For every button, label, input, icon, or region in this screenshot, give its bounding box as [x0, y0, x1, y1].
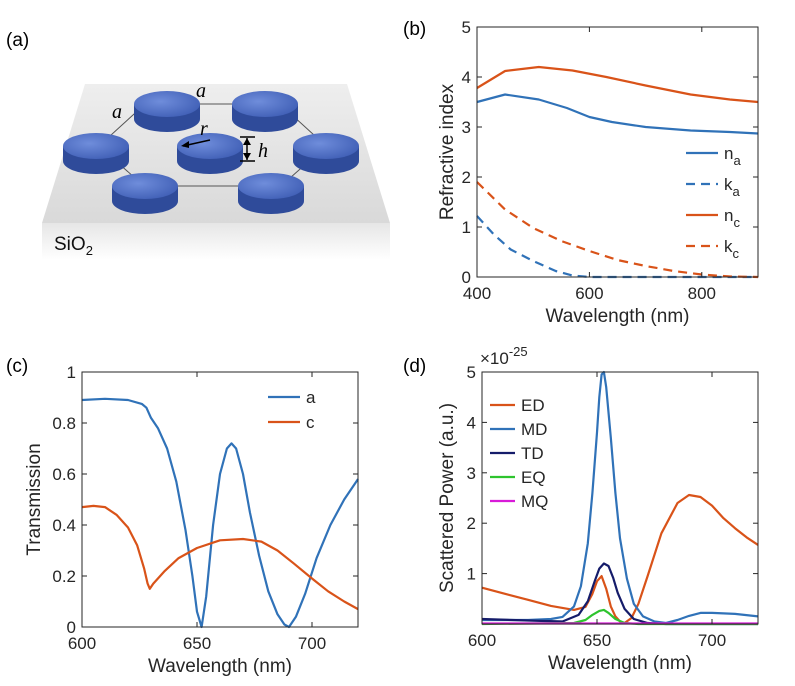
panel-label-d: (d) [403, 356, 426, 377]
chart-d-scattered-power: 600 650 700 1 2 3 4 5 Wavelength (nm) Scattered P… [437, 344, 759, 674]
y-tick-label: 3 [467, 464, 476, 483]
y-tick-label: 0 [462, 268, 471, 287]
series-line-c [81, 504, 359, 611]
series-line-TD [481, 562, 758, 626]
nanodisk [177, 133, 243, 174]
y-tick-label: 0.8 [52, 414, 76, 433]
y-tick-label: 4 [462, 68, 471, 87]
y-tick-label: 5 [462, 18, 471, 37]
plot-frame [481, 371, 759, 625]
y-tick-label: 0 [67, 618, 76, 637]
height-label: h [258, 140, 268, 162]
panel-label-c: (c) [6, 356, 28, 377]
substrate-side [42, 223, 390, 260]
nanodisk [134, 91, 200, 132]
legend-label-na: na [724, 144, 741, 168]
y-tick-label: 2 [462, 168, 471, 187]
height-arrow-up [243, 138, 251, 145]
y-axis-multiplier: ×10-25 [480, 344, 528, 368]
x-tick-label: 650 [183, 634, 211, 653]
y-tick-label: 2 [467, 514, 476, 533]
nanodisk [238, 173, 304, 214]
y-tick-label: 1 [467, 565, 476, 584]
x-tick-label: 600 [575, 284, 603, 303]
nanodisk [112, 173, 178, 214]
series-line-MD [482, 370, 759, 625]
x-tick-label: 600 [68, 634, 96, 653]
radius-label: r [200, 118, 208, 140]
series-line-ED [481, 493, 759, 625]
y-tick-label: 0.4 [52, 516, 76, 535]
plot-frame [81, 371, 359, 628]
nanodisks [63, 91, 359, 214]
series-line-a [81, 397, 359, 629]
height-arrow-down [243, 153, 251, 160]
x-axis-label: Wavelength (nm) [148, 656, 292, 677]
series-line-ka [476, 215, 758, 279]
y-tick-label: 1 [67, 363, 76, 382]
x-tick-label: 700 [298, 634, 326, 653]
y-tick-label: 5 [467, 363, 476, 382]
chart-c-transmission: 600 650 700 0 0.2 0.4 0.6 0.8 1 Wavelength (nm) Tr… [24, 363, 359, 677]
legend-label-c: c [306, 413, 315, 432]
x-axis-label: Wavelength (nm) [546, 306, 690, 327]
y-tick-label: 1 [462, 218, 471, 237]
legend-label-nc: nc [724, 206, 740, 230]
nanodisk [63, 133, 129, 174]
panel-label-b: (b) [403, 19, 426, 40]
chart-b-refractive-index: 400 600 800 0 1 2 3 4 5 Wavelength (nm) Refractive… [437, 18, 759, 327]
y-axis-label: Transmission [24, 443, 45, 555]
legend-label-a: a [306, 388, 316, 407]
y-tick-label: 0.6 [52, 465, 76, 484]
series-line-kc [476, 181, 759, 279]
lattice-label-top: a [196, 80, 206, 102]
nanodisk [232, 91, 298, 132]
x-tick-label: 800 [688, 284, 716, 303]
y-tick-label: 3 [462, 118, 471, 137]
x-tick-label: 650 [583, 631, 611, 650]
nanodisk [293, 133, 359, 174]
x-tick-label: 400 [463, 284, 491, 303]
substrate-label: SiO2 [54, 234, 93, 258]
series-line-na [476, 93, 759, 135]
y-axis-label: Scattered Power (a.u.) [437, 403, 458, 593]
x-tick-label: 600 [468, 631, 496, 650]
y-axis-label: Refractive index [437, 83, 458, 220]
x-axis-label: Wavelength (nm) [548, 653, 692, 674]
legend-label-ka: ka [724, 175, 741, 199]
series-line-nc [476, 65, 759, 104]
legend-label-EQ: EQ [521, 468, 546, 487]
legend-label-MD: MD [521, 420, 547, 439]
y-tick-label: 0.2 [52, 567, 76, 586]
plot-frame [476, 26, 759, 278]
lattice-label-left: a [112, 101, 122, 123]
y-tick-label: 4 [467, 413, 476, 432]
panel-label-a: (a) [6, 30, 29, 51]
metasurface-schematic: a a r h SiO2 [42, 80, 390, 260]
radius-arrow-head [181, 141, 189, 148]
legend-label-kc: kc [724, 237, 740, 261]
legend-label-ED: ED [521, 396, 545, 415]
x-tick-label: 700 [698, 631, 726, 650]
legend-label-MQ: MQ [521, 492, 548, 511]
legend-label-TD: TD [521, 444, 544, 463]
